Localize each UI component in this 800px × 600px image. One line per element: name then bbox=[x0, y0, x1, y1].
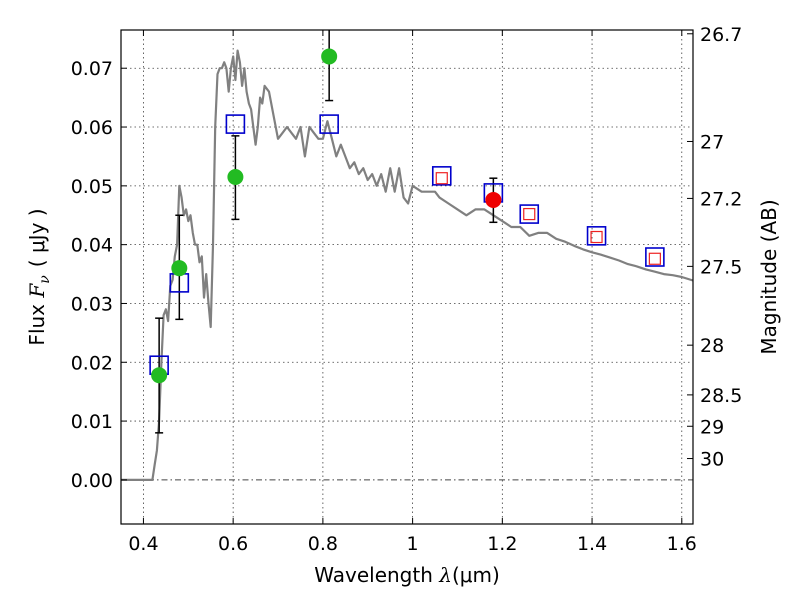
x-axis-label-symbol: λ bbox=[438, 563, 452, 587]
green-data-point bbox=[321, 48, 338, 65]
red-square-marker bbox=[523, 207, 536, 221]
magnitude-tick-label: 27.5 bbox=[700, 256, 742, 278]
model-square-marker bbox=[225, 114, 246, 134]
model-square-marker bbox=[431, 166, 452, 186]
curve-layer bbox=[121, 49, 694, 481]
y-axis-label-symbol: F bbox=[25, 283, 49, 299]
marker-layer bbox=[149, 48, 665, 384]
green-data-point bbox=[171, 260, 188, 277]
x-tick-label: 1.6 bbox=[667, 533, 697, 555]
y-tick-label: 0.06 bbox=[71, 117, 113, 139]
green-data-point bbox=[151, 367, 168, 384]
tick-layer: 0.4 0.6 0.8 1 1.2 1.4 1.6 0.00 0.01 0.02 0.03 0.04 0… bbox=[71, 24, 743, 555]
sed-curve bbox=[121, 49, 694, 481]
y-tick-label: 0.03 bbox=[71, 293, 113, 315]
grid-layer bbox=[121, 30, 693, 524]
x-tick-label: 1.2 bbox=[487, 533, 517, 555]
magnitude-tick-label: 28 bbox=[700, 335, 724, 357]
x-tick-label: 1 bbox=[407, 533, 419, 555]
magnitude-tick-label: 28.5 bbox=[700, 385, 742, 407]
magnitude-tick-label: 27 bbox=[700, 131, 724, 153]
y-tick-label: 0.00 bbox=[71, 470, 113, 492]
model-square-marker bbox=[519, 204, 540, 224]
y-axis-label-prefix: Flux bbox=[25, 298, 49, 346]
right-axis-label: Magnitude (AB) bbox=[757, 199, 781, 354]
model-square-marker bbox=[319, 114, 339, 134]
y-tick-label: 0.05 bbox=[71, 176, 113, 198]
magnitude-tick-label: 30 bbox=[700, 449, 724, 471]
y-tick-label: 0.04 bbox=[71, 235, 113, 257]
y-axis-label-unit: ( μJy ) bbox=[25, 208, 49, 267]
red-square-marker bbox=[590, 230, 603, 244]
model-square-marker bbox=[645, 247, 665, 267]
magnitude-tick-label: 27.2 bbox=[700, 188, 742, 210]
model-square-marker bbox=[586, 226, 607, 246]
y-axis-label: Flux Fν ( μJy ) bbox=[25, 208, 53, 345]
y-tick-label: 0.07 bbox=[71, 58, 113, 80]
x-axis-label: Wavelength λ(μm) bbox=[314, 563, 500, 587]
x-tick-label: 0.8 bbox=[308, 533, 338, 555]
y-tick-label: 0.01 bbox=[71, 411, 113, 433]
magnitude-tick-label: 29 bbox=[700, 416, 724, 438]
red-data-point bbox=[485, 191, 502, 208]
magnitude-tick-label: 26.7 bbox=[700, 24, 742, 46]
red-square-marker bbox=[435, 172, 448, 185]
x-axis-label-unit: (μm) bbox=[452, 563, 500, 587]
x-tick-label: 0.4 bbox=[128, 533, 158, 555]
plot-frame bbox=[120, 29, 694, 525]
red-square-marker bbox=[648, 252, 661, 265]
x-tick-label: 0.6 bbox=[218, 533, 248, 555]
y-axis-label-subscript: ν bbox=[37, 275, 53, 284]
y-tick-label: 0.02 bbox=[71, 352, 113, 374]
x-axis-label-prefix: Wavelength bbox=[314, 563, 439, 587]
x-tick-label: 1.4 bbox=[577, 533, 607, 555]
green-data-point bbox=[227, 169, 244, 186]
